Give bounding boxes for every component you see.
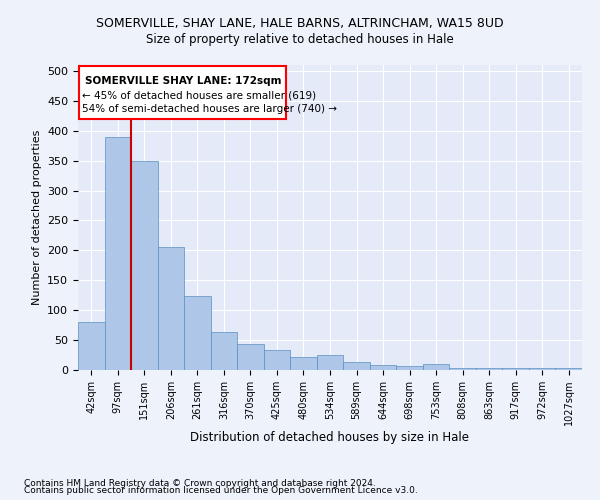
Bar [529,368,556,370]
Text: 54% of semi-detached houses are larger (740) →: 54% of semi-detached houses are larger (… [82,104,337,115]
Bar [397,366,423,370]
Bar [78,322,104,370]
Bar [502,368,529,370]
Bar [211,332,237,370]
X-axis label: Distribution of detached houses by size in Hale: Distribution of detached houses by size … [191,431,470,444]
Text: Contains HM Land Registry data © Crown copyright and database right 2024.: Contains HM Land Registry data © Crown c… [24,478,376,488]
Bar [423,364,449,370]
Bar [79,66,286,119]
Text: ← 45% of detached houses are smaller (619): ← 45% of detached houses are smaller (61… [82,90,316,100]
Bar [556,368,582,370]
Text: Size of property relative to detached houses in Hale: Size of property relative to detached ho… [146,32,454,46]
Bar [370,364,397,370]
Text: Contains public sector information licensed under the Open Government Licence v3: Contains public sector information licen… [24,486,418,495]
Bar [476,368,502,370]
Y-axis label: Number of detached properties: Number of detached properties [32,130,41,305]
Bar [449,368,476,370]
Bar [237,344,263,370]
Bar [184,296,211,370]
Text: SOMERVILLE SHAY LANE: 172sqm: SOMERVILLE SHAY LANE: 172sqm [85,76,281,86]
Bar [317,355,343,370]
Bar [131,160,158,370]
Bar [263,350,290,370]
Text: SOMERVILLE, SHAY LANE, HALE BARNS, ALTRINCHAM, WA15 8UD: SOMERVILLE, SHAY LANE, HALE BARNS, ALTRI… [96,18,504,30]
Bar [343,362,370,370]
Bar [290,357,317,370]
Bar [158,247,184,370]
Bar [104,137,131,370]
